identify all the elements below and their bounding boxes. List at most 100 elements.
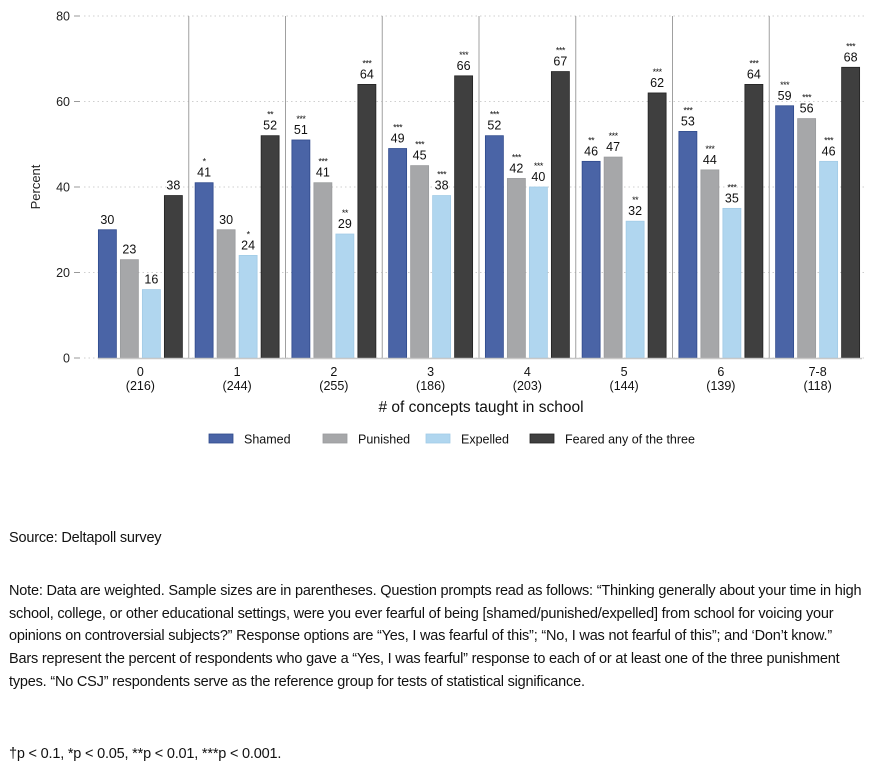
significance-marker: *** — [749, 58, 759, 68]
y-tick-label: 40 — [56, 181, 70, 195]
x-tick-label: 4 — [524, 365, 531, 379]
significance-marker: *** — [727, 182, 737, 192]
data-label: 67 — [553, 55, 567, 69]
bar-shamed — [388, 148, 408, 359]
source-note: Source: Deltapoll survey — [9, 530, 162, 546]
x-sample-size-label: (186) — [416, 379, 445, 393]
x-tick-label: 5 — [621, 365, 628, 379]
bar-expelled — [528, 186, 548, 359]
bar-feared-any-of-the-three — [163, 195, 183, 359]
y-tick-label: 80 — [56, 10, 70, 24]
significance-marker: *** — [556, 46, 566, 56]
data-label: 68 — [844, 50, 858, 64]
x-tick-label: 2 — [330, 365, 337, 379]
x-sample-size-label: (144) — [610, 379, 639, 393]
data-label: 30 — [100, 213, 114, 227]
significance-marker: ** — [632, 195, 639, 205]
data-label: 53 — [681, 114, 695, 128]
bar-expelled — [141, 289, 161, 359]
significance-marker: *** — [393, 123, 403, 133]
bar-expelled — [722, 207, 742, 359]
data-label: 64 — [360, 67, 374, 81]
bar-feared-any-of-the-three — [454, 75, 474, 359]
bar-feared-any-of-the-three — [260, 135, 280, 359]
significance-marker: *** — [780, 80, 790, 90]
data-label: 38 — [166, 179, 180, 193]
bar-punished — [313, 182, 333, 359]
legend-label: Shamed — [244, 433, 291, 447]
legend-swatch — [529, 433, 555, 444]
group-separators — [188, 16, 770, 358]
bar-shamed — [97, 229, 117, 359]
bar-expelled — [335, 233, 355, 359]
data-label: 40 — [531, 170, 545, 184]
data-label: 62 — [650, 76, 664, 90]
data-label: 59 — [778, 89, 792, 103]
data-label: 56 — [800, 102, 814, 116]
y-axis: 0 20 40 60 80 — [56, 10, 80, 366]
data-label: 51 — [294, 123, 308, 137]
bar-shamed — [194, 182, 214, 359]
bar-feared-any-of-the-three — [744, 84, 764, 359]
legend-label: Punished — [358, 433, 410, 447]
legend-label: Expelled — [461, 433, 509, 447]
significance-marker: *** — [534, 161, 544, 171]
significance-marker: ** — [588, 135, 595, 145]
bar-expelled — [625, 220, 645, 359]
bar-expelled — [819, 160, 839, 359]
data-label: 47 — [606, 140, 620, 154]
bar-feared-any-of-the-three — [357, 84, 377, 359]
bar-punished — [700, 169, 720, 359]
x-sample-size-label: (203) — [513, 379, 542, 393]
significance-marker: *** — [490, 110, 500, 120]
bar-punished — [119, 259, 139, 359]
y-axis-label: Percent — [28, 164, 43, 209]
data-label: 41 — [197, 166, 211, 180]
data-label: 38 — [435, 179, 449, 193]
legend: Shamed Punished Expelled Feared any of the … — [208, 433, 695, 447]
significance-marker: *** — [683, 105, 693, 115]
significance-marker: *** — [437, 170, 447, 180]
significance-marker: *** — [609, 131, 619, 141]
x-sample-size-label: (118) — [803, 379, 831, 393]
bar-punished — [797, 118, 817, 359]
bar-feared-any-of-the-three — [647, 92, 667, 359]
significance-marker: *** — [459, 50, 469, 60]
data-label: 24 — [241, 238, 255, 252]
data-label: 41 — [316, 166, 330, 180]
bar-punished — [506, 178, 526, 359]
bar-expelled — [238, 254, 258, 359]
data-label: 46 — [584, 144, 598, 158]
legend-swatch — [322, 433, 348, 444]
data-label: 23 — [122, 243, 136, 257]
data-label: 46 — [822, 144, 836, 158]
bar-feared-any-of-the-three — [841, 66, 861, 359]
x-tick-label: 3 — [427, 365, 434, 379]
data-label: 30 — [219, 213, 233, 227]
significance-marker: *** — [653, 67, 663, 77]
x-sample-size-label: (244) — [223, 379, 252, 393]
bar-shamed — [678, 131, 698, 359]
significance-marker: *** — [415, 140, 425, 150]
significance-marker: *** — [802, 93, 812, 103]
data-label: 52 — [263, 119, 277, 133]
bar-expelled — [432, 195, 452, 359]
significance-marker: *** — [705, 144, 715, 154]
data-label: 29 — [338, 217, 352, 231]
data-label: 52 — [487, 119, 501, 133]
significance-marker: *** — [318, 157, 328, 167]
significance-marker: *** — [362, 58, 372, 68]
data-label: 45 — [413, 149, 427, 163]
data-label: 35 — [725, 191, 739, 205]
significance-marker: ** — [267, 110, 274, 120]
legend-swatch — [425, 433, 451, 444]
significance-key: †p < 0.1, *p < 0.05, **p < 0.01, ***p < … — [9, 746, 282, 762]
significance-marker: ** — [342, 208, 349, 218]
y-tick-label: 0 — [63, 352, 70, 366]
significance-marker: *** — [846, 41, 856, 51]
significance-marker: *** — [824, 135, 834, 145]
x-axis: 0(216) 1(244) 2(255) 3(186) 4(203) 5(144) 6(13… — [98, 357, 862, 393]
bar-feared-any-of-the-three — [550, 71, 570, 359]
legend-label: Feared any of the three — [565, 433, 695, 447]
